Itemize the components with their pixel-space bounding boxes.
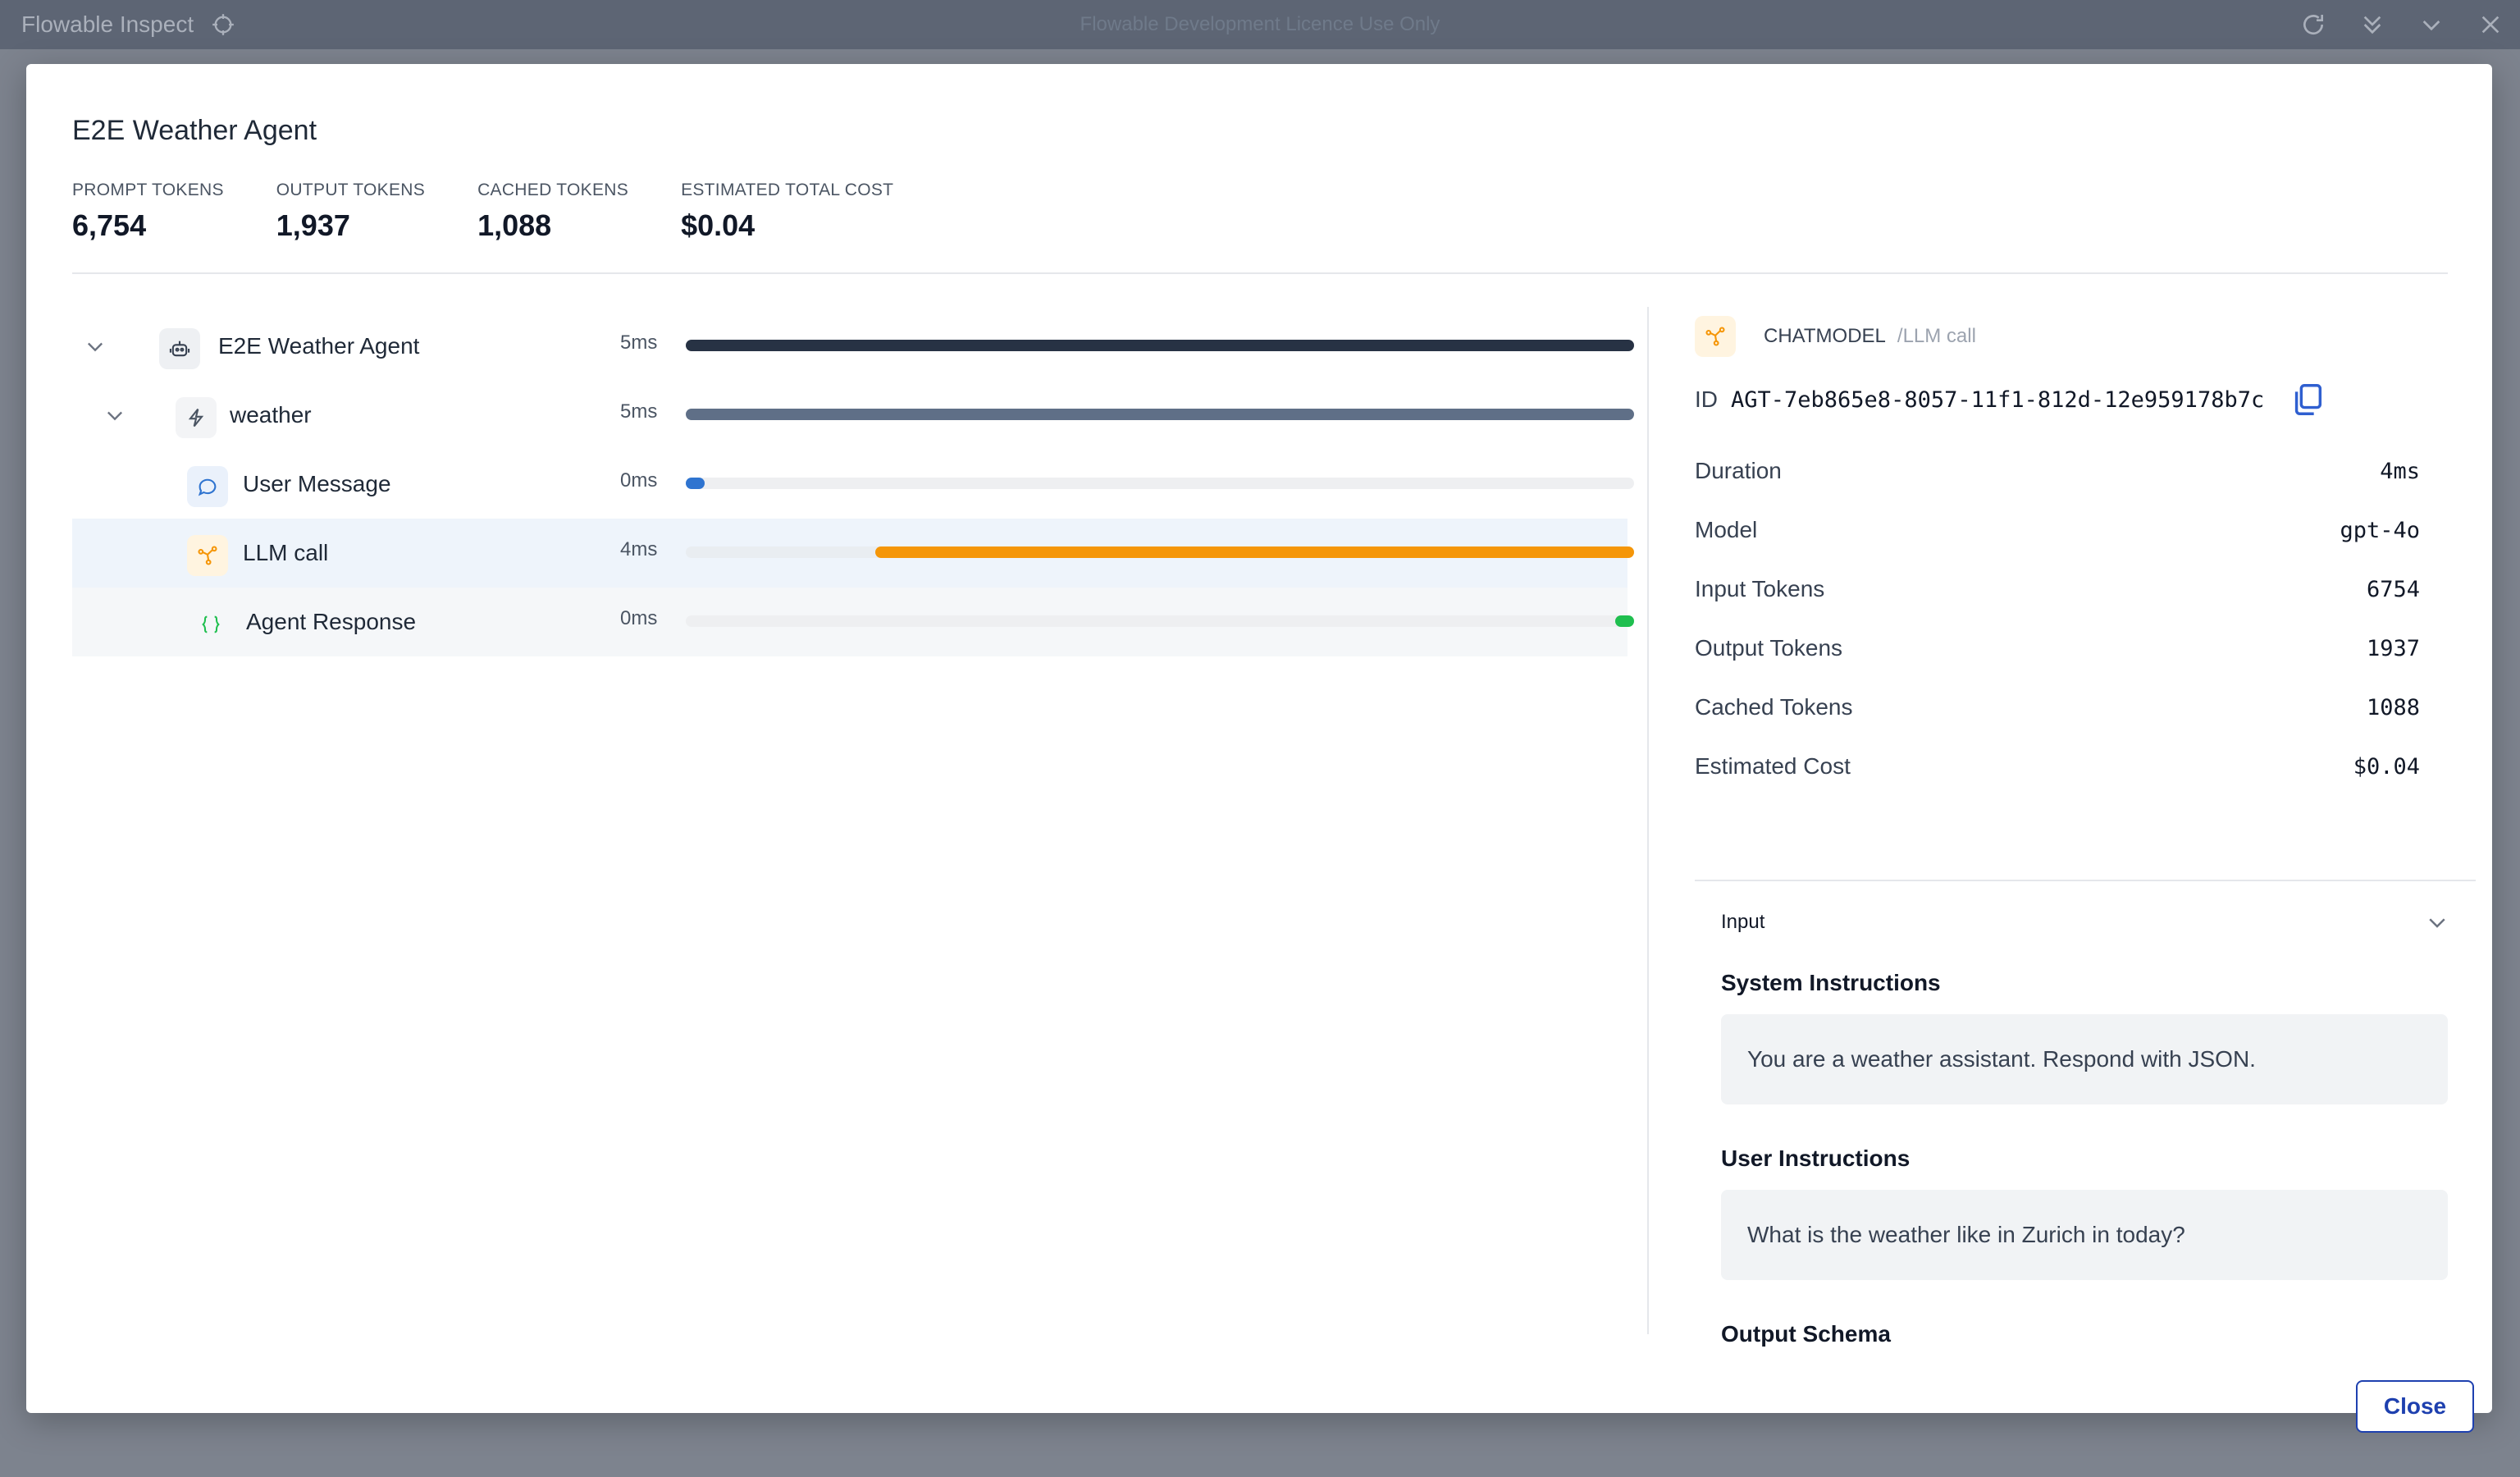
prop-value: 1088 [2366,694,2420,720]
lightning-icon [176,397,217,438]
stat-value: 6,754 [72,208,147,242]
timeline-track [686,478,1634,489]
timeline-bar [1614,615,1634,627]
system-instructions-box: You are a weather assistant. Respond wit… [1721,1014,2448,1104]
licence-banner: Flowable Development Licence Use Only [1080,13,1440,35]
robot-icon [159,328,200,369]
modal-title: E2E Weather Agent [72,115,317,146]
trace-label: E2E Weather Agent [218,333,420,359]
user-instructions-box: What is the weather like in Zurich in to… [1721,1190,2448,1280]
timeline-track [686,340,1634,351]
trace-row-llm-call[interactable]: LLM call 4ms [72,519,1634,588]
prop-model: Model gpt-4o [1695,501,2420,560]
detail-header: CHATMODEL /LLM call [1695,310,2449,363]
prop-value: 1937 [2366,635,2420,661]
prop-value: gpt-4o [2340,517,2420,543]
detail-panel: CHATMODEL /LLM call ID AGT-7eb865e8-8057… [1695,310,2449,796]
trace-modal: E2E Weather Agent PROMPT TOKENS 6,754 OU… [26,64,2492,1433]
property-list: Duration 4ms Model gpt-4o Input Tokens 6754… [1695,441,2420,796]
trace-duration: 5ms [620,332,658,354]
prop-key: Duration [1695,458,1782,483]
trace-row-user-message[interactable]: User Message 0ms [72,450,1634,519]
input-section-toggle[interactable]: Input [1721,906,2449,939]
trace-duration: 5ms [620,400,658,423]
trace-label: User Message [243,471,391,496]
timeline-bar [875,546,1634,558]
close-window-icon[interactable] [2477,11,2504,38]
stat-label: PROMPT TOKENS [72,181,224,199]
timeline-bar [686,478,705,489]
panel-divider [1647,307,1649,1334]
trace-tree: E2E Weather Agent 5ms weather 5ms User M… [72,312,1634,656]
prop-output-tokens: Output Tokens 1937 [1695,619,2420,678]
stat-output-tokens: OUTPUT TOKENS 1,937 [276,181,425,243]
timeline-bar [686,340,1634,351]
prop-input-tokens: Input Tokens 6754 [1695,560,2420,619]
llm-network-icon [187,535,228,576]
output-schema-title: Output Schema [1721,1321,1891,1347]
stat-value: $0.04 [681,208,756,242]
trace-duration: 0ms [620,607,658,629]
divider [72,272,2448,274]
id-value: AGT-7eb865e8-8057-11f1-812d-12e959178b7c [1731,386,2265,413]
trace-duration: 0ms [620,469,658,492]
stat-label: ESTIMATED TOTAL COST [681,181,894,199]
prop-value: 4ms [2380,458,2420,484]
prop-value: $0.04 [2353,753,2420,780]
chat-bubble-icon [187,466,228,507]
section-title: Input [1721,911,1765,933]
refresh-icon[interactable] [2300,11,2326,38]
prop-key: Estimated Cost [1695,753,1851,779]
prop-value: 6754 [2366,576,2420,602]
chevron-down-icon[interactable] [2418,11,2445,38]
trace-label: weather [230,402,312,428]
stat-value: 1,088 [477,208,552,242]
trace-duration: 4ms [620,538,658,560]
chevron-down-icon[interactable] [2425,910,2449,935]
chevron-down-icon[interactable] [84,335,107,358]
stat-estimated-cost: ESTIMATED TOTAL COST $0.04 [681,181,893,243]
prop-key: Model [1695,517,1758,542]
id-row: ID AGT-7eb865e8-8057-11f1-812d-12e959178… [1695,379,2449,420]
app-title: Flowable Inspect [21,11,194,37]
timeline-bar [686,409,1634,420]
divider [1695,880,2476,881]
prop-key: Cached Tokens [1695,694,1853,720]
token-stats: PROMPT TOKENS 6,754 OUTPUT TOKENS 1,937 … [72,181,946,243]
chevron-down-icon[interactable] [103,404,126,427]
node-subtype: /LLM call [1897,325,1976,347]
prop-key: Input Tokens [1695,576,1825,601]
stat-value: 1,937 [276,208,350,242]
stat-label: CACHED TOKENS [477,181,629,199]
prop-key: Output Tokens [1695,635,1843,661]
app-topbar: Flowable Inspect Flowable Development Li… [0,0,2520,49]
prop-cached-tokens: Cached Tokens 1088 [1695,678,2420,737]
prop-estimated-cost: Estimated Cost $0.04 [1695,737,2420,796]
window-actions [2300,11,2504,38]
timeline-track [686,615,1634,627]
trace-label: LLM call [243,540,329,565]
stat-label: OUTPUT TOKENS [276,181,426,199]
braces-icon [190,604,231,645]
user-instructions-title: User Instructions [1721,1145,1911,1171]
stat-cached-tokens: CACHED TOKENS 1,088 [477,181,628,243]
crosshair-icon[interactable] [212,13,235,36]
llm-network-icon [1695,316,1736,357]
collapse-all-icon[interactable] [2359,11,2385,38]
system-instructions-title: System Instructions [1721,970,1941,995]
timeline-track [686,546,1634,558]
id-label: ID [1695,386,1718,412]
close-button[interactable]: Close [2356,1380,2474,1433]
node-type: CHATMODEL [1764,325,1886,347]
stat-prompt-tokens: PROMPT TOKENS 6,754 [72,181,224,243]
trace-label: Agent Response [246,609,417,634]
trace-row-e2e-weather-agent[interactable]: E2E Weather Agent 5ms [72,312,1634,381]
prop-duration: Duration 4ms [1695,441,2420,501]
timeline-track [686,409,1634,420]
copy-icon[interactable] [2289,381,2326,418]
trace-row-weather[interactable]: weather 5ms [72,381,1634,450]
trace-row-agent-response[interactable]: Agent Response 0ms [72,588,1634,656]
